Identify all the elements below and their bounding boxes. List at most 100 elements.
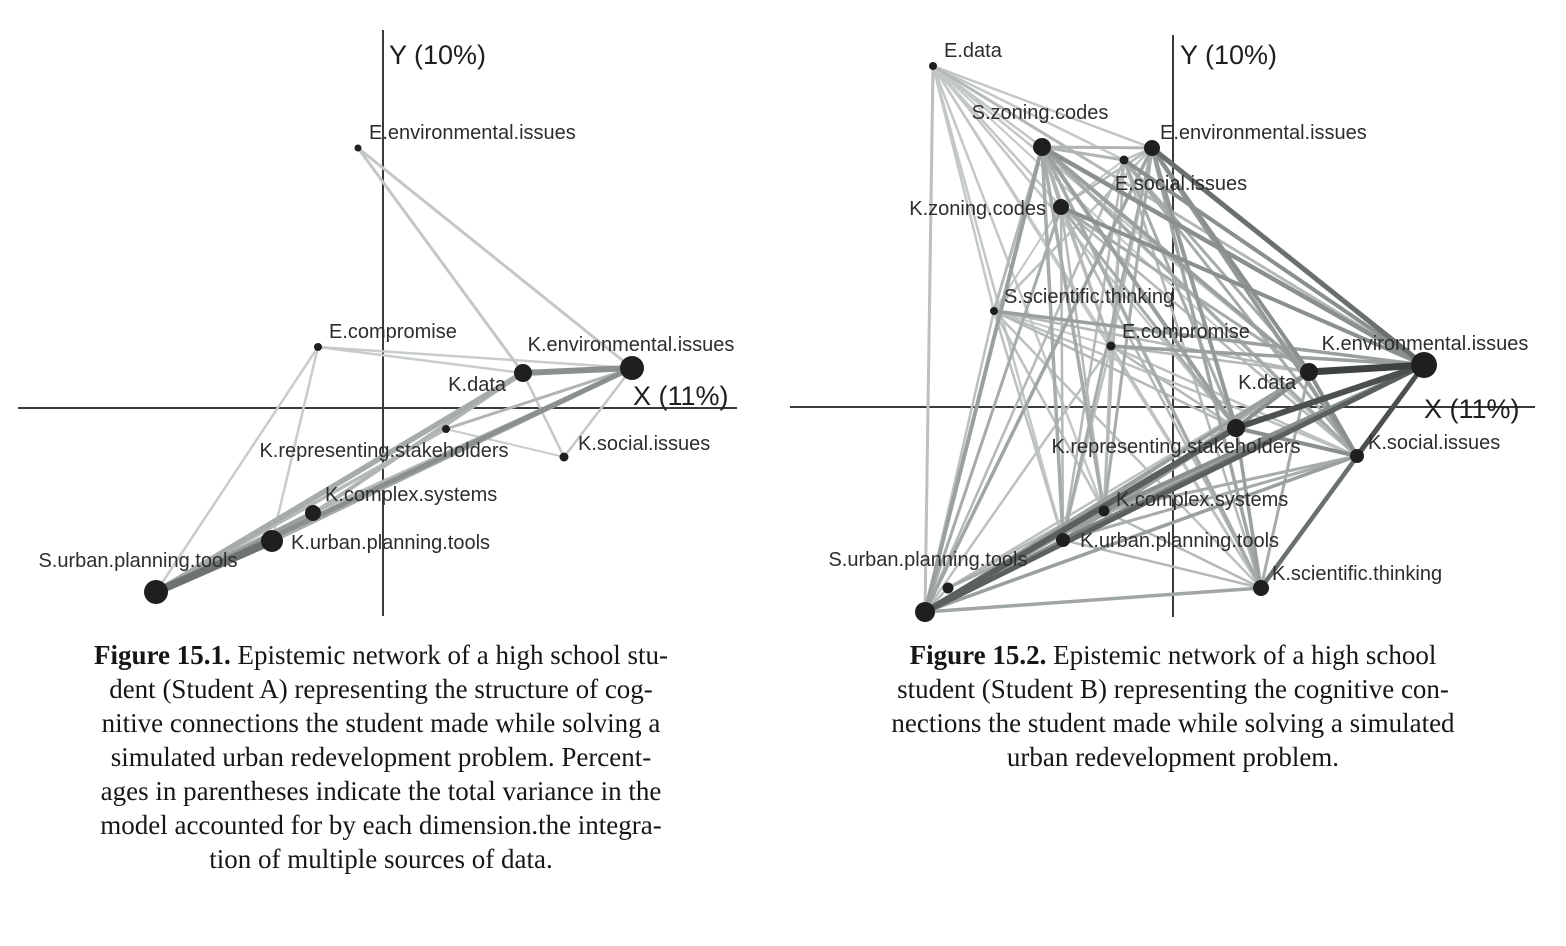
node-esoc — [1119, 155, 1129, 165]
node-label-krep: K.representing.stakeholders — [1051, 436, 1300, 458]
epistemic-networks-figure: E.environmental.issues E.compromise K.data… — [18, 30, 1535, 622]
edge-ecom-surb — [154, 346, 320, 593]
node-kzon — [1053, 199, 1069, 215]
x-axis-label: X (11%) — [633, 381, 729, 411]
edge-krep-kdata — [1234, 370, 1311, 430]
node-kenv — [620, 356, 644, 380]
node-ksci — [1253, 580, 1269, 596]
edge-kdata-kenv — [522, 365, 633, 376]
caption-line: tion of multiple sources of data. — [209, 844, 553, 874]
caption-line: dent (Student A) representing the struct… — [109, 674, 653, 704]
node-eenv — [1144, 140, 1160, 156]
node-kenv — [1411, 352, 1437, 378]
caption-figure-label: Figure 15.1. — [94, 640, 238, 670]
edge-edata-kcom — [931, 65, 1106, 512]
node-kdata — [514, 364, 532, 382]
node-label-kcom: K.complex.systems — [1116, 489, 1288, 511]
figure-15-1-network: E.environmental.issues E.compromise K.data… — [18, 30, 737, 616]
node-label-kenv: K.environmental.issues — [1322, 333, 1529, 355]
node-label-ksoc: K.social.issues — [1368, 432, 1500, 454]
edge-eenv-kdata — [356, 147, 525, 374]
caption-figure-15-1: Figure 15.1. Epistemic network of a high… — [6, 638, 756, 876]
edge-eenv-kenv — [1150, 146, 1426, 367]
node-label-krep: K.representing.stakeholders — [259, 440, 508, 462]
node-label-eenv: E.environmental.issues — [369, 122, 576, 144]
edge-ecom-kenv — [317, 345, 633, 370]
node-label-kdata: K.data — [1238, 372, 1297, 394]
edge-krep-ksoc — [1235, 426, 1358, 458]
edge-esoc-ksoc — [1122, 159, 1359, 457]
edge-kzon-krep — [1059, 206, 1238, 429]
edge-ecom-ksoc — [1110, 344, 1358, 458]
caption-line: nections the student made while solving … — [891, 708, 1455, 738]
node-surb — [915, 602, 935, 622]
edge-edata-kzon — [932, 65, 1062, 208]
node-label-kenv: K.environmental.issues — [528, 334, 735, 356]
edge-ssci-kurb — [992, 310, 1065, 541]
edge-szon-kurb — [1040, 146, 1065, 541]
edge-surb-ksci — [924, 586, 1262, 614]
caption-line: ages in parentheses indicate the total v… — [100, 776, 662, 806]
figure-15-2-network: E.data S.zoning.codes E.environmental.issu… — [790, 35, 1535, 622]
edge-szon-kenv — [1040, 145, 1426, 367]
node-label-ssci: S.scientific.thinking — [1004, 286, 1174, 308]
caption-line: nitive connections the student made whil… — [101, 708, 661, 738]
node-krep — [442, 425, 450, 433]
edge-ecom-krep — [1110, 344, 1237, 430]
node-label-ecom: E.compromise — [329, 321, 457, 343]
edge-surb-kurb — [154, 537, 274, 596]
edge-ksoc-surb — [924, 454, 1358, 614]
edge-eenv-kdata — [1150, 146, 1311, 374]
edge-ssci-kdata — [993, 309, 1310, 374]
node-label-eenv: E.environmental.issues — [1160, 122, 1367, 144]
node-ksoc — [1350, 449, 1364, 463]
edge-ksoc-kurb — [1062, 454, 1358, 542]
caption-line: Figure 15.1. Epistemic network of a high… — [94, 640, 668, 670]
x-axis-label: X (11%) — [1424, 394, 1520, 424]
edge-szon-krep — [1040, 145, 1238, 430]
node-edata — [929, 62, 937, 70]
node-label-kdata: K.data — [448, 374, 507, 396]
edge-kurb-ksci — [1062, 538, 1262, 590]
edge-szon-kcom — [1040, 146, 1106, 512]
caption-line: simulated urban redevelopment problem. P… — [110, 742, 652, 772]
y-axis-label: Y (10%) — [389, 40, 486, 70]
caption-figure-15-2: Figure 15.2. Epistemic network of a high… — [792, 638, 1554, 774]
edge-kdata-ksoc — [1307, 371, 1359, 457]
caption-figure-label: Figure 15.2. — [909, 640, 1054, 670]
node-label-ecom: E.compromise — [1122, 321, 1250, 343]
node-surb — [144, 580, 168, 604]
node-label-esoc: E.social.issues — [1115, 173, 1247, 195]
edge-szon-kdata — [1040, 145, 1311, 374]
edge-eenv-krep — [1150, 147, 1238, 429]
caption-line: urban redevelopment problem. — [1006, 742, 1340, 772]
edge-kenv-ksoc — [1354, 363, 1427, 458]
node-krep — [1227, 419, 1245, 437]
node-ssci — [990, 307, 998, 315]
node-label-kzon: K.zoning.codes — [909, 198, 1046, 220]
edge-surb-kdata — [154, 370, 525, 595]
edge-edata-esoc — [932, 64, 1125, 162]
caption-line: Figure 15.2. Epistemic network of a high… — [909, 640, 1437, 670]
node-label-kurb: K.urban.planning.tools — [1080, 530, 1279, 552]
edge-kzon-surb — [923, 206, 1063, 613]
edge-edata-surb — [923, 65, 935, 613]
node-ksoc — [559, 452, 569, 462]
edge-kenv-krep — [1235, 362, 1425, 431]
node-ecom — [314, 343, 322, 351]
edge-ssci-kcom — [992, 310, 1106, 512]
edge-eenv-kenv — [357, 146, 633, 370]
edge-szon-eenv — [1041, 145, 1153, 150]
edge-edata-kenv — [932, 64, 1425, 367]
node-kdata — [1300, 363, 1318, 381]
edge-eenv-surb — [923, 147, 1154, 613]
edge-ecom-kdata — [317, 345, 524, 375]
edge-szon-ksci — [1040, 146, 1263, 589]
node-label-kcom: K.complex.systems — [325, 484, 497, 506]
edge-krep-ksoc — [445, 428, 565, 458]
edge-kzon-kenv — [1060, 205, 1425, 367]
edge-krep-kenv — [445, 366, 633, 431]
edge-kcom-ksci — [1103, 509, 1262, 590]
edge-ecom-kurb — [270, 346, 320, 542]
node-label-edata: E.data — [944, 40, 1003, 62]
